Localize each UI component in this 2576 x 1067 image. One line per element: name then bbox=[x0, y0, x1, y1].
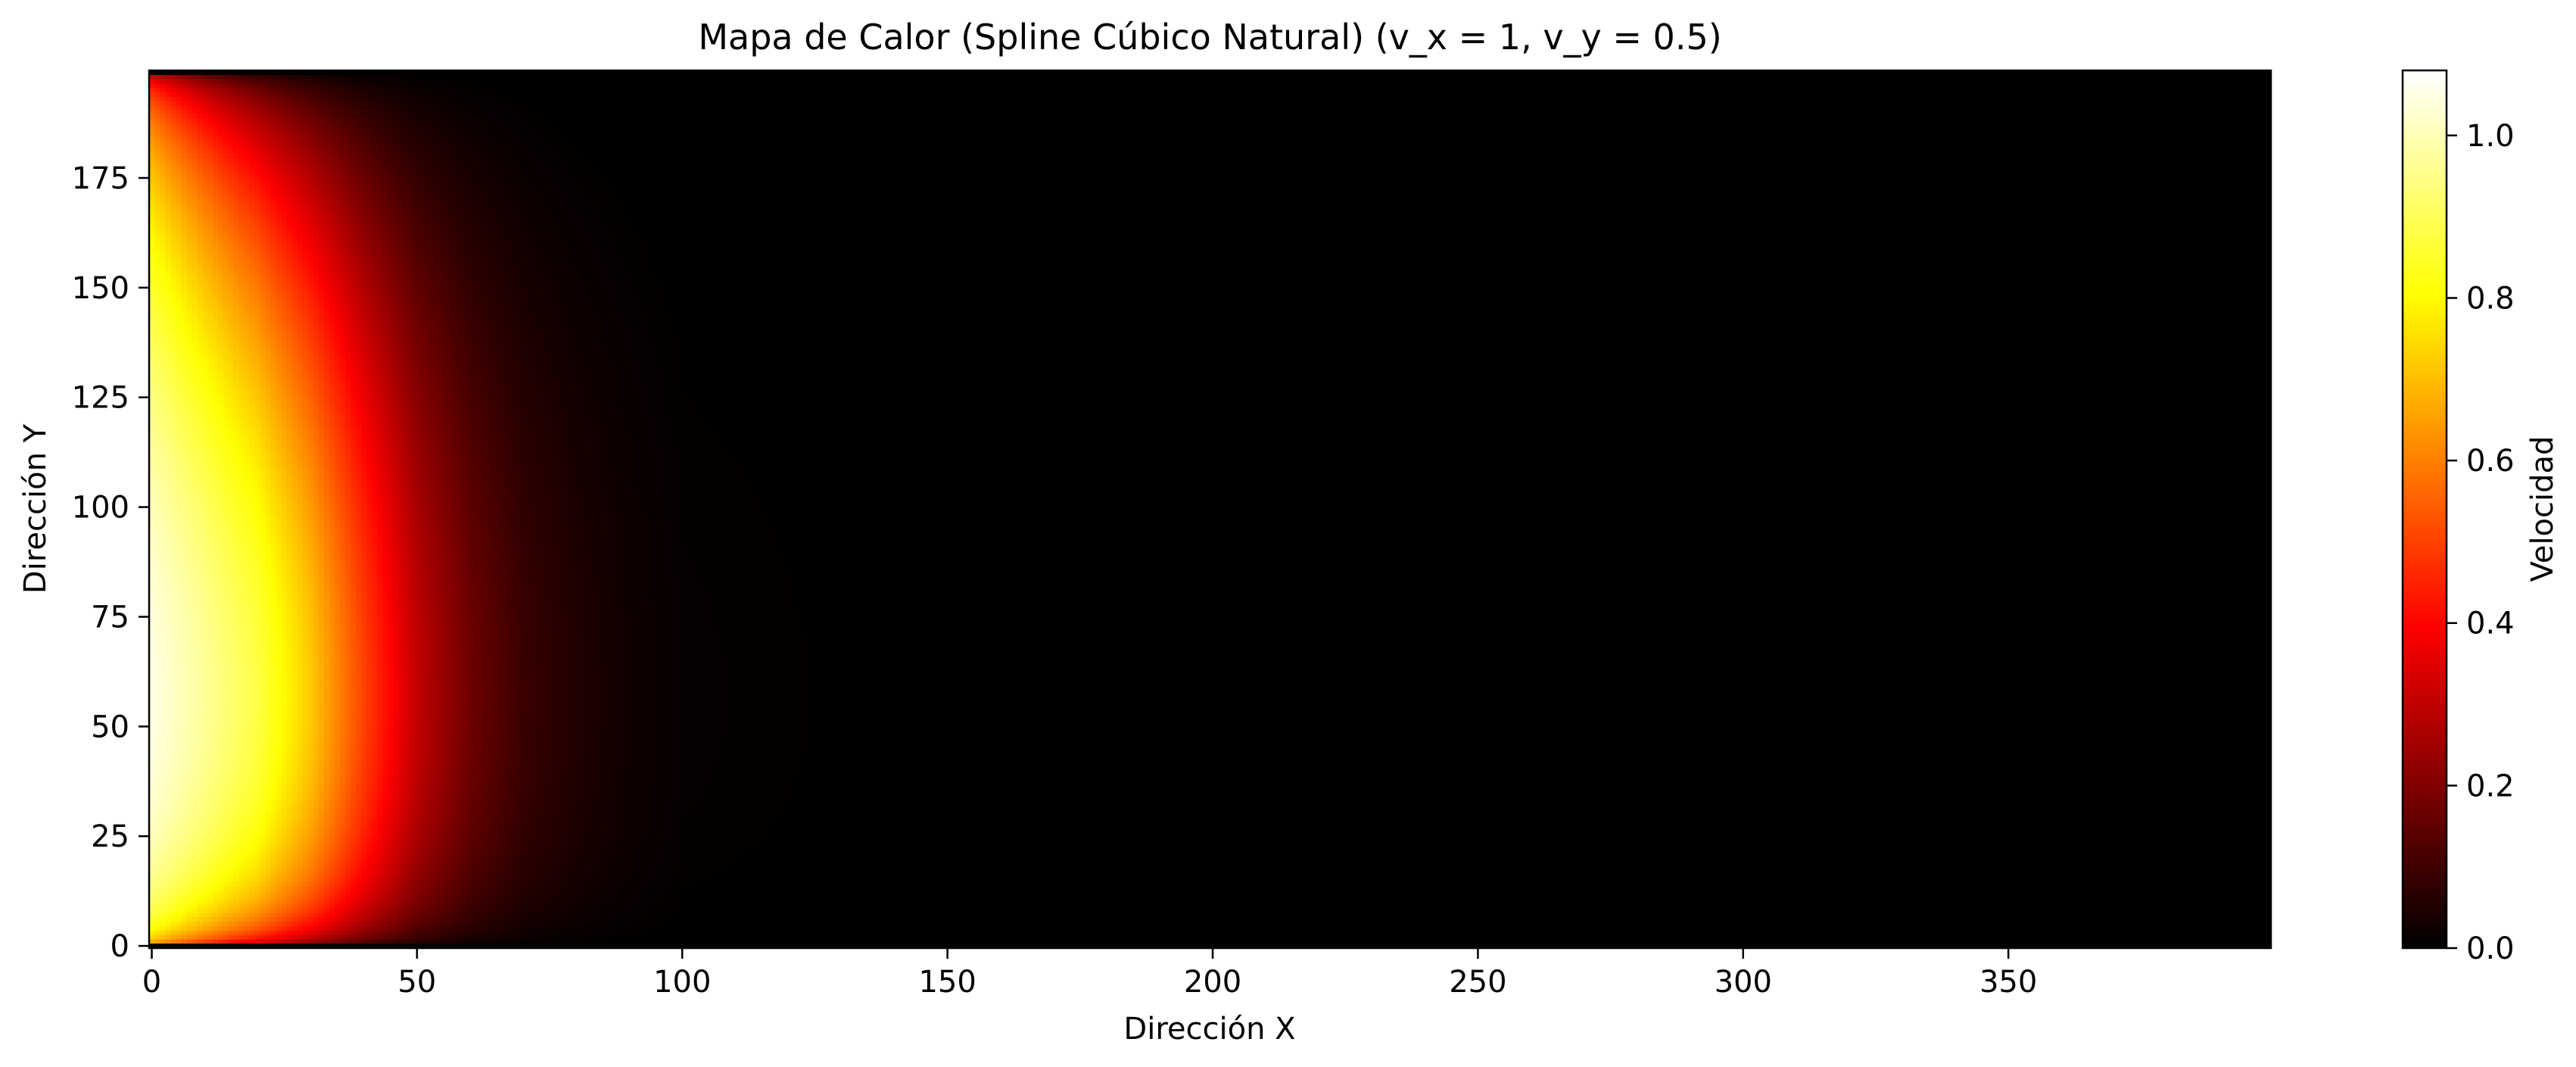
colorbar-tick-label: 1.0 bbox=[2466, 119, 2515, 154]
colorbar-tick-label: 0.0 bbox=[2466, 931, 2515, 966]
x-tick-label: 300 bbox=[1715, 965, 1772, 1000]
chart-title: Mapa de Calor (Spline Cúbico Natural) (v… bbox=[698, 17, 1722, 58]
y-tick-label: 0 bbox=[111, 929, 129, 964]
y-axis-label: Dirección Y bbox=[18, 423, 53, 594]
y-tick-label: 125 bbox=[72, 381, 129, 416]
colorbar-gradient bbox=[2403, 70, 2447, 948]
colorbar-label: Velocidad bbox=[2525, 436, 2560, 582]
y-tick-label: 25 bbox=[91, 819, 129, 854]
x-axis-ticks: 0 50 100 150 200 250 300 350 bbox=[142, 948, 2037, 1000]
y-tick-label: 175 bbox=[72, 161, 129, 196]
x-tick-label: 350 bbox=[1980, 965, 2037, 1000]
y-tick-label: 100 bbox=[72, 491, 129, 526]
x-tick-label: 250 bbox=[1449, 965, 1506, 1000]
y-tick-label: 75 bbox=[91, 600, 129, 635]
x-axis-label: Dirección X bbox=[1123, 1012, 1295, 1047]
colorbar-tick-label: 0.2 bbox=[2466, 769, 2515, 803]
x-tick-label: 200 bbox=[1184, 965, 1241, 1000]
colorbar-ticks: 0.0 0.2 0.4 0.6 0.8 1.0 bbox=[2447, 119, 2515, 966]
heatmap-image bbox=[149, 70, 2271, 948]
colorbar-tick-label: 0.6 bbox=[2466, 444, 2515, 479]
x-tick-label: 50 bbox=[397, 965, 436, 1000]
y-tick-label: 50 bbox=[91, 710, 129, 744]
x-tick-label: 150 bbox=[918, 965, 976, 1000]
colorbar-tick-label: 0.4 bbox=[2466, 607, 2515, 641]
y-axis-ticks: 0 25 50 75 100 125 150 175 bbox=[72, 161, 149, 964]
plot-frame bbox=[148, 69, 2272, 950]
y-tick-label: 150 bbox=[72, 271, 129, 306]
x-tick-label: 0 bbox=[142, 965, 161, 1000]
colorbar-frame bbox=[2401, 69, 2448, 950]
colorbar-tick-label: 0.8 bbox=[2466, 281, 2515, 316]
x-tick-label: 100 bbox=[653, 965, 711, 1000]
